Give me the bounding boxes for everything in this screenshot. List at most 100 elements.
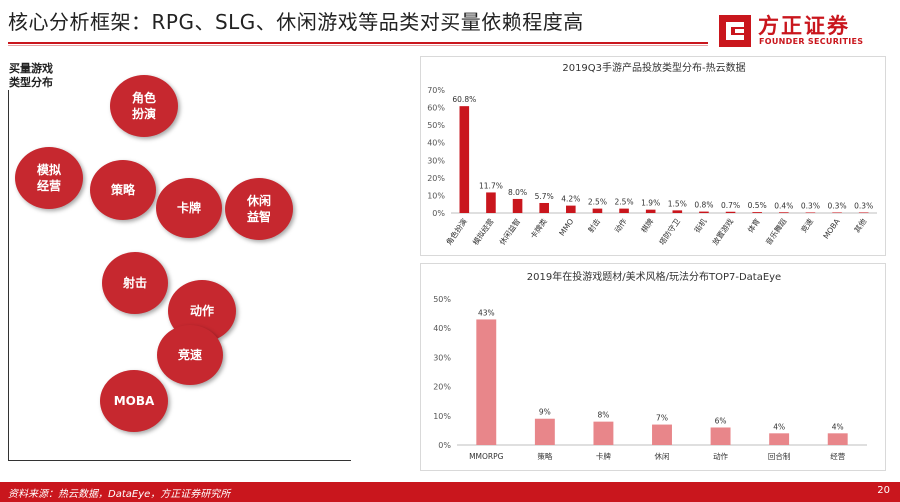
source-note: 资料来源：热云数据，DataEye，方正证券研究所: [8, 489, 231, 500]
chart-panel-rehuo: 2019Q3手游产品投放类型分布-热云数据 0% 10% 20% 30% 40% 50% 60…: [420, 56, 886, 256]
bar-value-label: 1.5%: [668, 199, 687, 208]
bar-value-label: 0.3%: [801, 201, 820, 210]
bar: [710, 427, 731, 445]
y-tick-label: 30%: [433, 353, 451, 362]
bar-value-label: 4%: [832, 422, 844, 431]
y-tick-label: 20%: [427, 174, 445, 183]
category-label: 音乐舞蹈: [763, 216, 789, 247]
bar: [592, 208, 603, 213]
bar: [534, 418, 555, 445]
bar-value-label: 60.8%: [452, 95, 476, 104]
category-label: 放置游戏: [710, 216, 736, 247]
bubble-moba: MOBA: [100, 370, 168, 432]
bar: [779, 212, 789, 213]
bar-value-label: 8.0%: [508, 188, 527, 197]
bar-value-label: 8%: [597, 411, 609, 420]
bubble-map: 买量游戏 类型分布 角色 扮演 模拟 经营 策略 卡牌 休闲 益智 射击 动作 竞速 …: [0, 60, 360, 470]
chart-title: 2019Q3手游产品投放类型分布-热云数据: [562, 61, 745, 74]
bar-value-label: 4.2%: [561, 195, 580, 204]
bar-value-label: 2.5%: [588, 198, 607, 207]
bar: [752, 212, 762, 213]
title-underline: [8, 42, 708, 44]
company-logo: 方正证券 FOUNDER SECURITIES: [718, 10, 894, 50]
logo-mark-icon: [719, 15, 751, 47]
bar: [672, 210, 683, 213]
bar: [486, 192, 496, 213]
y-label-line1: 买量游戏: [9, 62, 53, 75]
chart-title: 2019年在投游戏题材/美术风格/玩法分布TOP7-DataEye: [527, 270, 781, 283]
bar: [805, 212, 816, 213]
chart-dataeye-svg: 2019年在投游戏题材/美术风格/玩法分布TOP7-DataEye 0% 10% 20…: [433, 270, 867, 461]
category-label: 卡牌类: [528, 216, 549, 241]
bar: [459, 106, 470, 213]
bar: [827, 433, 848, 445]
bar-value-label: 5.7%: [535, 192, 554, 201]
category-label: 竞速: [798, 216, 815, 234]
category-label: 经营: [830, 451, 845, 461]
logo-text-en: FOUNDER SECURITIES: [759, 37, 864, 46]
bar-value-label: 2.5%: [615, 198, 634, 207]
category-label: 其他: [852, 216, 869, 234]
chart-rehuo-svg: 2019Q3手游产品投放类型分布-热云数据 0% 10% 20% 30% 40% 50% 60…: [427, 61, 877, 247]
bar-value-label: 4%: [773, 422, 785, 431]
bubble-map-y-label: 买量游戏 类型分布: [9, 62, 53, 90]
bubble-racing: 竞速: [157, 325, 223, 385]
category-label: 动作: [612, 216, 629, 234]
page-title: 核心分析框架：RPG、SLG、休闲游戏等品类对买量依赖程度高: [8, 10, 584, 34]
chart-panel-dataeye: 2019年在投游戏题材/美术风格/玩法分布TOP7-DataEye 0% 10% 20…: [420, 263, 886, 471]
y-tick-label: 20%: [433, 383, 451, 392]
y-tick-label: 50%: [427, 121, 445, 130]
category-label: 街机: [692, 216, 709, 234]
y-tick-label: 40%: [427, 139, 445, 148]
bar-value-label: 0.3%: [854, 201, 873, 210]
category-label: 塔防守卫: [657, 216, 683, 247]
bubble-map-x-axis: [8, 460, 351, 461]
bubble-strategy: 策略: [90, 160, 156, 220]
bar-value-label: 0.3%: [828, 201, 847, 210]
bar: [725, 211, 736, 213]
footer-bar: 资料来源：热云数据，DataEye，方正证券研究所 20: [0, 482, 900, 502]
bar-value-label: 11.7%: [479, 181, 503, 190]
y-tick-label: 50%: [433, 295, 451, 304]
y-label-line2: 类型分布: [9, 76, 53, 89]
category-label: 动作: [713, 451, 729, 461]
bar: [699, 211, 709, 213]
category-label: 休闲益智: [497, 216, 522, 246]
bar: [512, 198, 523, 213]
y-tick-label: 40%: [433, 324, 451, 333]
category-label: 策略: [537, 451, 552, 461]
category-label: 休闲: [655, 451, 670, 461]
y-tick-label: 30%: [427, 156, 445, 165]
bar: [619, 208, 629, 213]
y-tick-label: 60%: [427, 104, 445, 113]
bubble-shooter: 射击: [102, 252, 168, 314]
title-underline-faint: [8, 45, 708, 46]
y-tick-label: 70%: [427, 86, 445, 95]
bar: [769, 433, 790, 445]
bar: [539, 202, 549, 213]
category-label: MMORPG: [469, 452, 504, 461]
bar-value-label: 6%: [715, 416, 727, 425]
category-label: MOBA: [821, 216, 842, 240]
bubble-card: 卡牌: [156, 178, 222, 238]
y-tick-label: 0%: [432, 209, 445, 218]
bar: [652, 424, 672, 445]
category-label: MMO: [557, 217, 575, 238]
bar-value-label: 0.7%: [721, 201, 740, 210]
bar-value-label: 0.4%: [774, 201, 793, 210]
logo-text-cn: 方正证券: [758, 14, 850, 38]
bar: [858, 212, 869, 213]
category-label: 回合制: [768, 451, 791, 461]
bar: [832, 212, 842, 213]
category-label: 射击: [585, 216, 602, 234]
bar: [566, 205, 576, 213]
bar: [593, 421, 614, 445]
bar-value-label: 43%: [478, 308, 495, 317]
y-tick-label: 10%: [427, 191, 445, 200]
bar-value-label: 0.5%: [748, 201, 767, 210]
bubble-simulation: 模拟 经营: [15, 147, 83, 209]
bar-value-label: 0.8%: [694, 201, 713, 210]
y-tick-label: 0%: [438, 441, 451, 450]
category-label: 角色扮演: [444, 216, 470, 247]
bubble-casual: 休闲 益智: [225, 178, 293, 240]
